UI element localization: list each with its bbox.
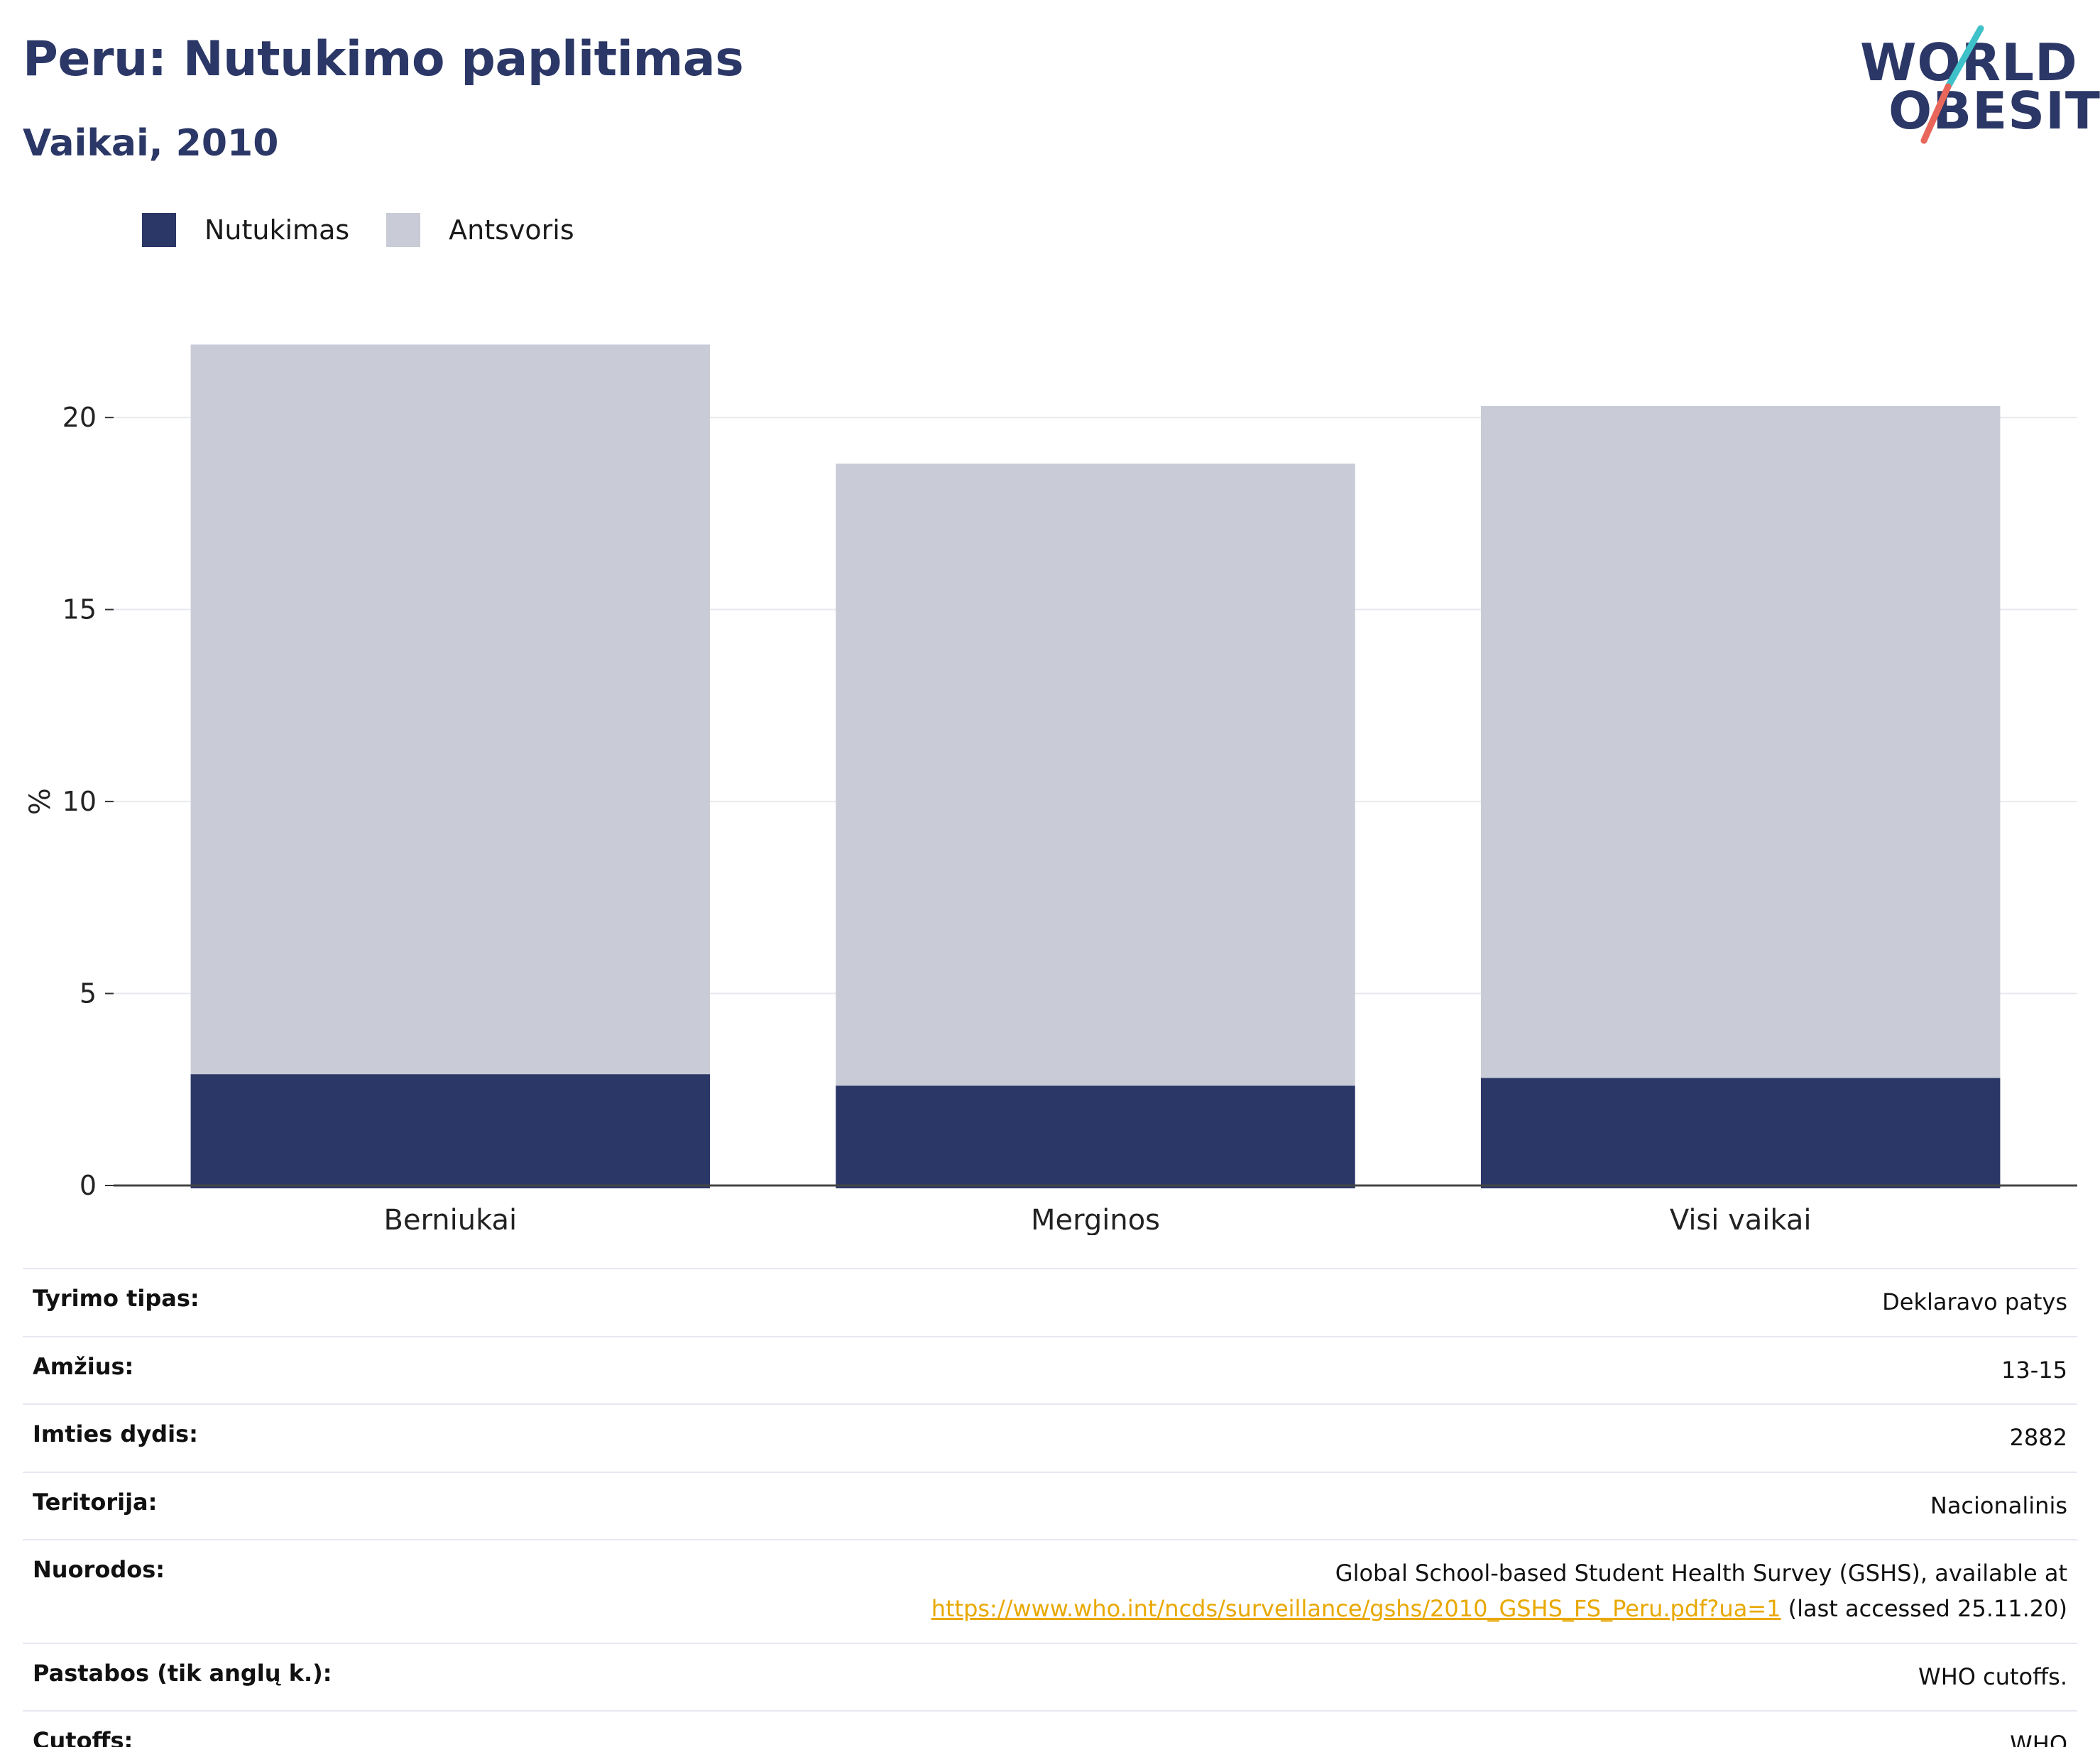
info-label: Tyrimo tipas:: [33, 1285, 199, 1312]
reference-text: Global School-based Student Health Surve…: [1335, 1560, 2067, 1587]
legend-item-nutukimas[interactable]: Nutukimas: [142, 213, 349, 247]
legend-item-antsvoris[interactable]: Antsvoris: [386, 213, 574, 247]
info-label: Pastabos (tik anglų k.):: [33, 1659, 332, 1687]
info-value: Nacionalinis: [1930, 1491, 2067, 1519]
info-row-age: Amžius: 13-15: [23, 1337, 2077, 1406]
world-obesity-logo: WORLD OBESITY: [1853, 18, 2100, 153]
y-tick-label: 0: [80, 1170, 97, 1201]
reference-link[interactable]: https://www.who.int/ncds/surveillance/gs…: [931, 1594, 1781, 1622]
legend-label: Antsvoris: [449, 214, 574, 246]
logo-word-obesity: OBESITY: [1888, 81, 2100, 141]
x-tick-label: Berniukai: [383, 1204, 517, 1235]
x-tick-label: Visi vaikai: [1670, 1204, 1812, 1235]
info-row-area: Teritorija: Nacionalinis: [23, 1473, 2077, 1541]
bar-nutukimas-berniukai: [190, 1074, 711, 1188]
info-label: Amžius:: [33, 1352, 134, 1380]
info-label: Cutoffs:: [33, 1727, 133, 1747]
info-row-survey-type: Tyrimo tipas: Deklaravo patys: [23, 1269, 2077, 1337]
info-row-cutoffs: Cutoffs: WHO: [23, 1712, 2077, 1747]
info-label: Imties dydis:: [33, 1420, 198, 1448]
legend-label: Nutukimas: [204, 214, 350, 246]
info-value: 13-15: [2001, 1356, 2067, 1384]
bar-antsvoris-visi-vaikai: [1480, 405, 2001, 1078]
chart-subtitle: Vaikai, 2010: [23, 122, 279, 165]
bar-nutukimas-merginos: [836, 1085, 1355, 1188]
info-value: WHO: [2010, 1731, 2067, 1747]
info-row-references: Nuorodos: Global School-based Student He…: [23, 1540, 2077, 1644]
y-tick-label: 5: [80, 978, 97, 1009]
info-row-notes: Pastabos (tik anglų k.): WHO cutoffs.: [23, 1644, 2077, 1712]
chart-legend: Nutukimas Antsvoris: [142, 212, 611, 248]
y-tick-label: 15: [62, 594, 97, 625]
reference-accessed: (last accessed 25.11.20): [1781, 1594, 2067, 1622]
info-value-references: Global School-based Student Health Surve…: [931, 1556, 2067, 1626]
chart-title: Peru: Nutukimo paplitimas: [23, 31, 744, 87]
info-label: Nuorodos:: [33, 1556, 165, 1584]
bar-antsvoris-merginos: [836, 464, 1355, 1086]
stacked-bar-chart: 0 5 10 15 20% Berniukai Merginos Visi vaikai: [24, 344, 2077, 1235]
logo-slash-icon: [1920, 25, 1984, 144]
legend-swatch-nutukimas: [142, 213, 176, 247]
info-row-sample-size: Imties dydis: 2882: [23, 1405, 2077, 1473]
bar-antsvoris-berniukai: [190, 344, 711, 1075]
y-axis-label: %: [24, 788, 57, 815]
info-value: 2882: [2009, 1424, 2067, 1452]
info-value: Deklaravo patys: [1882, 1288, 2067, 1315]
y-tick-label: 20: [62, 402, 97, 433]
x-tick-label: Merginos: [1031, 1204, 1160, 1235]
legend-swatch-antsvoris: [386, 213, 421, 247]
y-tick-label: 10: [62, 786, 97, 817]
info-value: WHO cutoffs.: [1918, 1663, 2067, 1690]
info-label: Teritorija:: [33, 1488, 158, 1516]
info-table: Tyrimo tipas: Deklaravo patys Amžius: 13…: [23, 1268, 2077, 1747]
bar-nutukimas-visi-vaikai: [1480, 1078, 2001, 1188]
